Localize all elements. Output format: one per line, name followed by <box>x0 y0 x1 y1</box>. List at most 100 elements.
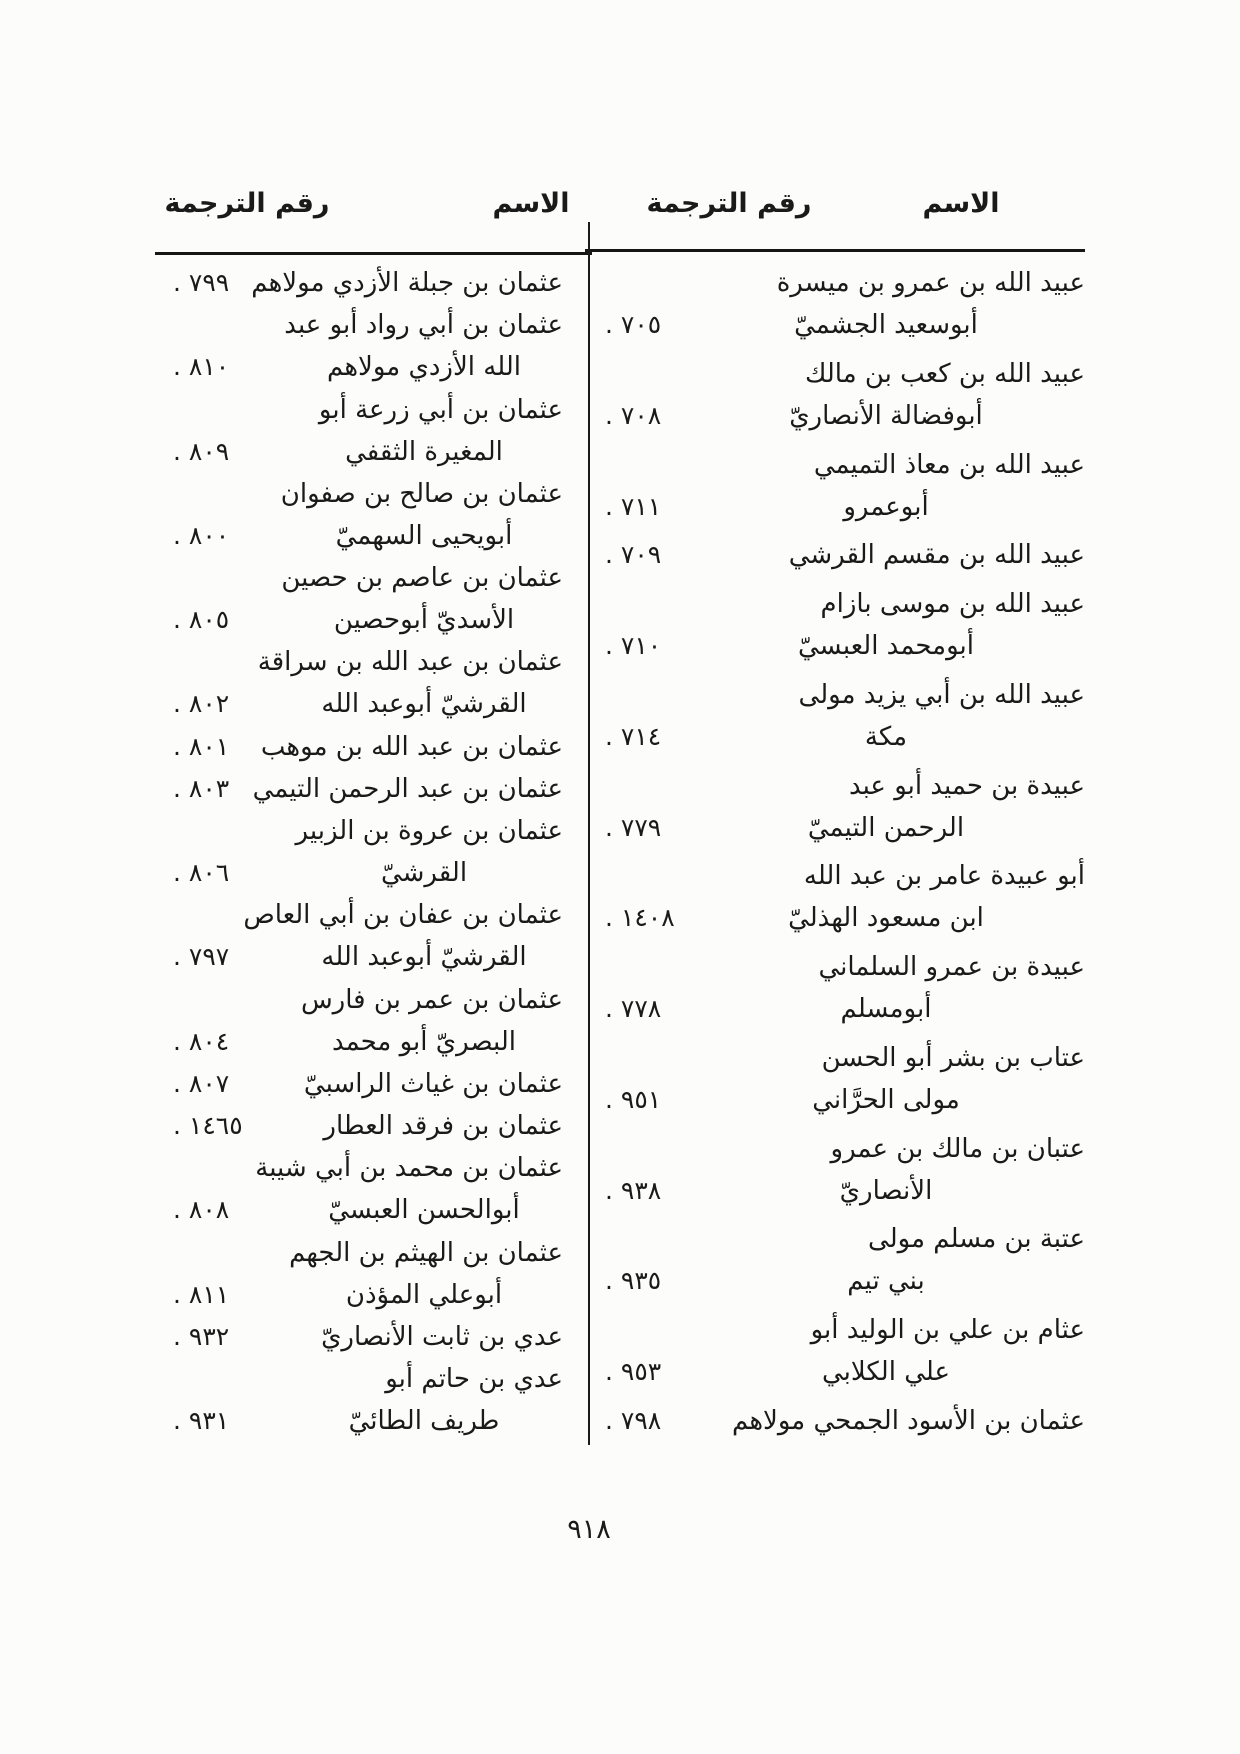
entry-number: . ٨٠٨ <box>173 1195 230 1225</box>
entry-number: . ١٤٠٨ <box>605 903 675 933</box>
entry-name-line2: أبومحمد العبسيّ <box>798 631 974 662</box>
entry-number: . ٧١١ <box>605 491 662 521</box>
entry-name: عثمان بن غياث الراسبيّ <box>285 1063 589 1105</box>
entry-name-line1: عثمان بن غياث الراسبيّ <box>303 1068 563 1099</box>
index-entry: عتبة بن مسلم مولى بني تيم . ٩٣٥ <box>589 1218 1085 1302</box>
index-entry: عثمان بن عمر بن فارس البصريّ أبو محمد . ٨٠… <box>155 979 589 1063</box>
entry-name: عثمان بن فرقد العطار <box>285 1105 589 1147</box>
index-entry: عثمان بن عبد الله بن سراقة القرشيّ أبوعبد… <box>155 641 589 725</box>
entry-name-line2: بني تيم <box>847 1266 925 1297</box>
entry-name-line2: الأنصاريّ <box>839 1175 933 1206</box>
index-entry: عدي بن ثابت الأنصاريّ . ٩٣٢ <box>155 1316 589 1358</box>
column-divider <box>588 222 590 1445</box>
entry-name-line1: عتبان بن مالك بن عمرو <box>830 1133 1085 1164</box>
entry-name-line2: طريف الطائيّ <box>348 1406 500 1436</box>
index-entry: عثمان بن أبي رواد أبو عبد الله الأزدي مول… <box>155 304 589 388</box>
entry-name: عتبة بن مسلم مولى بني تيم <box>687 1218 1085 1302</box>
entry-name-line1: أبو عبيدة عامر بن عبد الله <box>803 861 1085 892</box>
entry-name-line2: أبويحيى السهميّ <box>335 520 513 551</box>
index-entry: عثمان بن فرقد العطار . ١٤٦٥ <box>155 1105 589 1147</box>
entry-number: . ٨٠٣ <box>173 773 230 803</box>
entry-number: . ٧١٤ <box>605 721 662 751</box>
index-entry: عبيد الله بن مقسم القرشي . ٧٠٩ <box>589 534 1085 576</box>
entry-name-line1: عثمان بن محمد بن أبي شيبة <box>255 1153 563 1184</box>
number-header-left: رقم الترجمة <box>164 188 330 219</box>
entry-number: . ٧٧٨ <box>605 994 662 1024</box>
entry-number: . ٨٠٥ <box>173 605 230 634</box>
entry-name: عثمان بن عبد الله بن سراقة القرشيّ أبوعبد… <box>258 641 589 725</box>
entry-name: عثمان بن عروة بن الزبير القرشيّ <box>285 810 589 894</box>
entry-name-line2: الأسديّ أبوحصين <box>333 605 515 635</box>
left-column: عثمان بن جبلة الأزدي مولاهم. ٧٩٩ عثمان بن… <box>155 262 589 1442</box>
entry-name: عدي بن حاتم أبو طريف الطائيّ <box>285 1358 589 1442</box>
index-entry: عثمان بن محمد بن أبي شيبة أبوالحسن العبسي… <box>155 1147 589 1231</box>
entry-name-line1: عبيدة بن عمرو السلماني <box>818 952 1085 983</box>
entry-name: عثمان بن صالح بن صفوان أبويحيى السهميّ <box>281 473 589 557</box>
number-header-right: رقم الترجمة <box>646 188 812 219</box>
index-entry: عثمان بن جبلة الأزدي مولاهم . ٧٩٩ <box>155 262 589 304</box>
entry-name: عثمان بن عبد الرحمن التيمي <box>252 768 589 810</box>
index-entry: عثمان بن عبد الله بن موهب . ٨٠١ <box>155 726 589 768</box>
entry-name: عثمان بن أبي زرعة أبو المغيرة الثقفي <box>285 389 589 473</box>
index-entry: عبيدة بن عمرو السلماني أبومسلم . ٧٧٨ <box>589 946 1085 1030</box>
index-entry: عبيد الله بن موسى بازام أبومحمد العبسيّ . … <box>589 583 1085 667</box>
entry-name-line1: عبيد الله بن مقسم القرشي <box>788 540 1085 571</box>
entry-number: . ٨٠٤ <box>173 1026 230 1056</box>
entry-name-line1: عثمان بن عمر بن فارس <box>300 984 563 1015</box>
entry-name: عبيد الله بن كعب بن مالك أبوفضالة الأنصار… <box>687 353 1085 437</box>
entry-name: عبيد الله بن عمرو بن ميسرة أبوسعيد الجشمي… <box>687 262 1085 346</box>
entry-number: . ٨٠٧ <box>173 1068 230 1098</box>
entry-number: . ٧٠٥ <box>605 310 662 339</box>
index-entry: عثمان بن الهيثم بن الجهم أبوعلي المؤذن . ٨… <box>155 1232 589 1316</box>
entry-name: عثمان بن أبي رواد أبو عبد الله الأزدي مول… <box>284 304 589 388</box>
entry-name: عثمان بن عاصم بن حصين الأسديّ أبوحصين <box>281 557 589 641</box>
index-table: عبيد الله بن عمرو بن ميسرة أبوسعيد الجشمي… <box>155 262 1085 1442</box>
entry-name: عبيد الله بن موسى بازام أبومحمد العبسيّ <box>687 583 1085 667</box>
entry-number: . ٩٣٨ <box>605 1175 662 1205</box>
entry-name: عتاب بن بشر أبو الحسن مولى الحرَّاني <box>687 1037 1085 1121</box>
entry-name: عثمان بن جبلة الأزدي مولاهم <box>251 262 589 304</box>
entry-number: . ٧٧٩ <box>605 812 662 842</box>
index-entry: عثمان بن عفان بن أبي العاص القرشيّ أبوعبد… <box>155 894 589 978</box>
entry-name: عثمان بن عبد الله بن موهب <box>260 726 589 768</box>
name-header-right: الاسم <box>922 188 1000 219</box>
entry-name-line1: عبيد الله بن موسى بازام <box>820 589 1085 620</box>
index-entry: عبيد الله بن معاذ التميمي أبوعمرو . ٧١١ <box>589 444 1085 528</box>
entry-number: . ٨٠٦ <box>173 858 230 887</box>
entry-name-line2: الله الأزدي مولاهم <box>327 352 521 383</box>
entry-number: . ٩٥١ <box>605 1084 662 1114</box>
entry-name: عثمان بن عفان بن أبي العاص القرشيّ أبوعبد… <box>243 894 589 978</box>
entry-name-line2: البصريّ أبو محمد <box>331 1026 517 1057</box>
entry-number: . ٨١٠ <box>173 352 230 382</box>
header-rule-left <box>155 252 592 255</box>
entry-number: . ٨١١ <box>173 1279 230 1309</box>
entry-name-line1: عثمان بن عبد الله بن موهب <box>260 731 563 762</box>
index-entry: عثمان بن عاصم بن حصين الأسديّ أبوحصين . ٨٠… <box>155 557 589 641</box>
index-entry: عثام بن علي بن الوليد أبو علي الكلابي . ٩٥… <box>589 1309 1085 1393</box>
entry-name-line1: عبيد الله بن كعب بن مالك <box>804 358 1085 389</box>
entry-name-line2: أبوعمرو <box>843 491 929 522</box>
entry-name-line2: أبوسعيد الجشميّ <box>794 310 978 340</box>
index-entry: عدي بن حاتم أبو طريف الطائيّ . ٩٣١ <box>155 1358 589 1442</box>
entry-number: . ٨٠١ <box>173 731 230 761</box>
entry-name-line2: القرشيّ أبوعبد الله <box>321 689 527 720</box>
index-entry: عبيد الله بن عمرو بن ميسرة أبوسعيد الجشمي… <box>589 262 1085 346</box>
index-entry: عثمان بن أبي زرعة أبو المغيرة الثقفي . ٨٠٩ <box>155 389 589 473</box>
entry-name: عثمان بن الأسود الجمحي مولاهم <box>687 1400 1085 1442</box>
entry-number: . ٧٩٩ <box>173 268 230 297</box>
entry-number: . ٧٩٨ <box>605 1405 662 1435</box>
entry-name-line2: أبوفضالة الأنصاريّ <box>789 400 983 431</box>
entry-name-line1: عثمان بن عبد الرحمن التيمي <box>252 773 563 804</box>
entry-name-line1: عثمان بن جبلة الأزدي مولاهم <box>251 268 563 298</box>
entry-number: . ٩٣٥ <box>605 1266 662 1296</box>
entry-name-line2: مولى الحرَّاني <box>812 1084 960 1115</box>
entry-name: عثمان بن الهيثم بن الجهم أبوعلي المؤذن <box>285 1232 589 1316</box>
entry-name-line2: القرشيّ <box>380 858 468 888</box>
entry-number: . ٧٠٩ <box>605 540 662 570</box>
header-rule-right <box>585 249 1085 252</box>
entry-name-line2: أبوعلي المؤذن <box>345 1279 503 1310</box>
index-entry: عثمان بن صالح بن صفوان أبويحيى السهميّ . ٨… <box>155 473 589 557</box>
index-entry: عبيدة بن حميد أبو عبد الرحمن التيميّ . ٧٧٩ <box>589 765 1085 849</box>
entry-name: عتبان بن مالك بن عمرو الأنصاريّ <box>687 1128 1085 1212</box>
